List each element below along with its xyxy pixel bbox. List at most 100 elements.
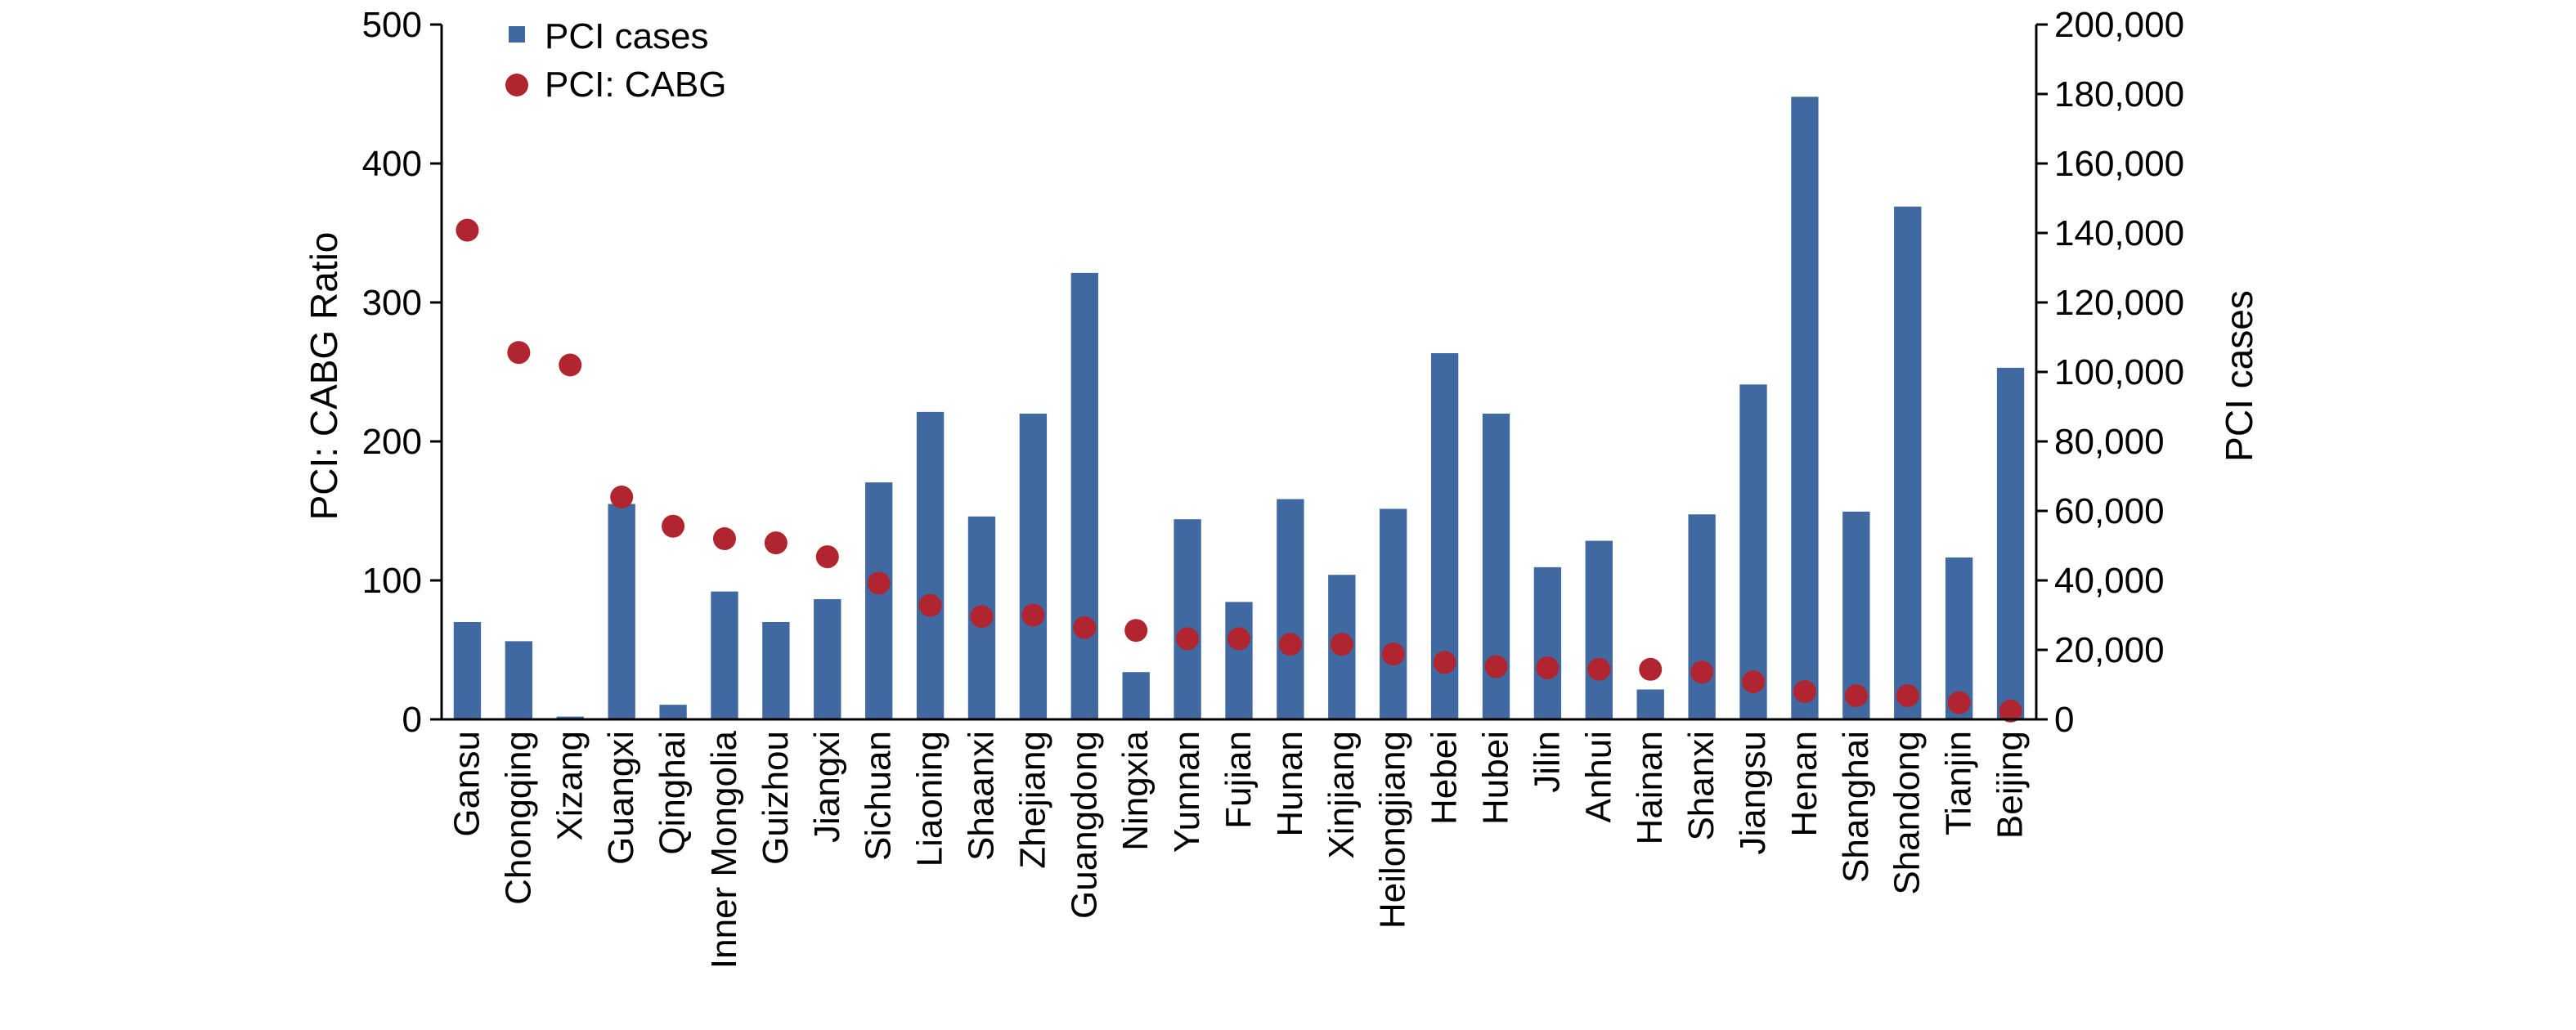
bar-qinghai: [659, 705, 687, 719]
point-shanxi: [1690, 661, 1714, 684]
right-tick-label: 100,000: [2054, 352, 2184, 392]
point-shaanxi: [970, 605, 994, 629]
point-hubei: [1484, 655, 1508, 678]
point-jilin: [1536, 656, 1560, 680]
bar-anhui: [1585, 540, 1613, 719]
point-guangdong: [1073, 616, 1097, 639]
x-tick-label: Anhui: [1578, 731, 1618, 823]
x-tick-label: Jiangsu: [1733, 731, 1773, 855]
bar-shandong: [1894, 206, 1922, 719]
point-anhui: [1587, 657, 1611, 681]
x-tick-label: Guangxi: [601, 731, 641, 865]
point-tianjin: [1947, 691, 1971, 714]
x-tick-label: Qinghai: [653, 731, 693, 855]
right-tick-label: 40,000: [2054, 561, 2165, 601]
x-tick-label: Yunnan: [1167, 731, 1207, 853]
x-tick-label: Hunan: [1270, 731, 1310, 837]
point-shandong: [1896, 684, 1919, 708]
x-tick-label: Xinjiang: [1322, 731, 1362, 859]
x-tick-label: Shandong: [1887, 731, 1928, 895]
point-sichuan: [867, 571, 891, 595]
point-xinjiang: [1330, 633, 1353, 656]
x-tick-label: Ningxia: [1115, 730, 1156, 850]
point-gansu: [456, 218, 479, 242]
x-tick-label: Shaanxi: [961, 731, 1001, 861]
bar-hainan: [1636, 689, 1664, 719]
bar-yunnan: [1174, 519, 1201, 719]
bar-sichuan: [865, 482, 893, 719]
x-tick-label: Tianjin: [1939, 731, 1979, 835]
right-tick-label: 180,000: [2054, 74, 2184, 114]
x-tick-label: Jiangxi: [807, 731, 847, 843]
bar-hunan: [1277, 499, 1304, 719]
x-tick-label: Inner Mongolia: [704, 730, 744, 969]
x-tick-label: Xizang: [550, 731, 590, 841]
left-tick-label: 100: [362, 561, 422, 601]
bar-guangxi: [608, 504, 635, 719]
x-tick-label: Shanghai: [1836, 731, 1876, 883]
legend-point-swatch: [505, 74, 528, 96]
bars-layer: [453, 96, 2025, 719]
x-tick-label: Beijing: [1990, 731, 2031, 839]
legend-bar-swatch: [509, 26, 525, 43]
bar-guizhou: [762, 622, 790, 719]
left-tick-label: 200: [362, 422, 422, 462]
x-tick-label: Gansu: [447, 731, 487, 837]
right-tick-label: 120,000: [2054, 283, 2184, 323]
left-axis-title: PCI: CABG Ratio: [303, 232, 345, 521]
bar-shanxi: [1688, 514, 1716, 719]
x-tick-label: Guangdong: [1064, 731, 1104, 919]
point-xizang: [559, 353, 582, 377]
x-tick-label: Fujian: [1218, 731, 1259, 829]
x-tick-label: Sichuan: [859, 731, 899, 861]
right-tick-label: 20,000: [2054, 630, 2165, 670]
point-yunnan: [1176, 627, 1200, 651]
bar-xizang: [556, 716, 584, 719]
bar-henan: [1791, 96, 1819, 719]
right-tick-label: 0: [2054, 700, 2074, 740]
point-ningxia: [1124, 619, 1148, 643]
bar-beijing: [1996, 367, 2025, 719]
point-qinghai: [662, 514, 685, 538]
point-guangxi: [610, 486, 634, 508]
right-tick-label: 160,000: [2054, 144, 2184, 184]
x-tick-label: Liaoning: [910, 731, 950, 867]
point-zhejiang: [1021, 603, 1045, 627]
bar-gansu: [453, 622, 482, 719]
left-tick-label: 0: [402, 700, 422, 740]
x-tick-label: Zhejiang: [1012, 731, 1052, 869]
left-tick-label: 300: [362, 283, 422, 323]
legend: PCI cases PCI: CABG: [505, 16, 727, 105]
point-hunan: [1278, 633, 1302, 656]
point-heilongjiang: [1381, 643, 1405, 666]
right-tick-label: 80,000: [2054, 422, 2165, 462]
point-hebei: [1433, 651, 1456, 674]
bar-guangdong: [1070, 272, 1098, 719]
left-tick-label: 500: [362, 5, 422, 45]
points-layer: [456, 218, 2022, 723]
x-tick-label: Jilin: [1527, 731, 1567, 793]
point-henan: [1793, 680, 1816, 703]
right-tick-label: 60,000: [2054, 491, 2165, 531]
legend-item-points: PCI: CABG: [545, 65, 727, 105]
x-tick-label: Shanxi: [1681, 731, 1721, 841]
point-inner-mongolia: [712, 527, 736, 550]
bar-fujian: [1225, 602, 1253, 719]
x-tick-label: Hebei: [1425, 731, 1465, 825]
bar-jilin: [1533, 566, 1562, 719]
point-beijing: [1999, 699, 2022, 723]
point-liaoning: [918, 593, 942, 617]
x-tick-label: Hainan: [1630, 731, 1670, 844]
point-fujian: [1227, 627, 1250, 651]
bar-inner-mongolia: [711, 591, 738, 719]
bar-liaoning: [916, 411, 945, 719]
left-tick-label: 400: [362, 144, 422, 184]
x-tick-label: Henan: [1784, 731, 1824, 837]
x-tick-label: Guizhou: [756, 731, 796, 865]
bar-chongqing: [505, 641, 533, 719]
bar-ningxia: [1122, 672, 1150, 719]
bar-heilongjiang: [1380, 508, 1407, 719]
x-tick-label: Chongqing: [498, 731, 538, 905]
